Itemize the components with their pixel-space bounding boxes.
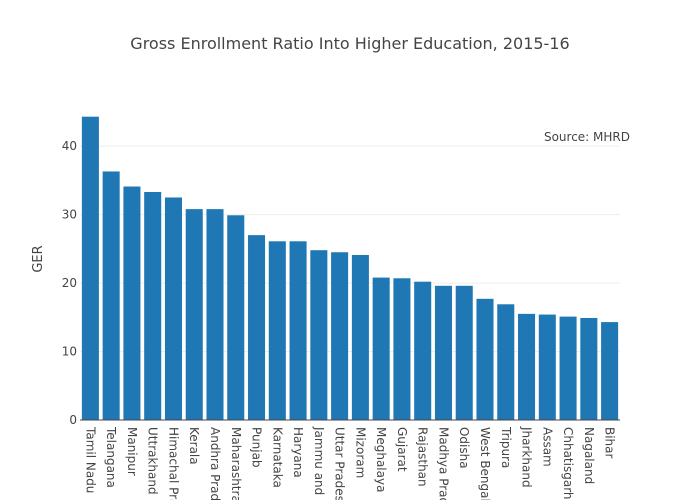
x-tick-label: Punjab [250, 427, 264, 468]
x-tick-label: Mizoram [353, 427, 367, 478]
bar-23[interactable] [559, 316, 577, 420]
bar-19[interactable] [476, 298, 494, 420]
x-tick-label: Kerala [187, 427, 201, 465]
bar-8[interactable] [248, 235, 266, 420]
x-tick-label: Karnataka [270, 427, 284, 488]
x-tick-label: Rajasthan [416, 427, 430, 487]
bar-16[interactable] [414, 281, 432, 420]
bar-10[interactable] [289, 241, 307, 420]
y-tick-label: 40 [62, 139, 77, 153]
bar-4[interactable] [164, 197, 182, 420]
x-tick-label: Madhya Prad [436, 427, 450, 500]
bar-21[interactable] [518, 313, 536, 420]
x-tick-label: Tamil Nadu [83, 426, 97, 493]
x-tick-label: Haryana [291, 427, 305, 478]
bar-1[interactable] [102, 171, 120, 420]
x-tick-label: Bihar [603, 427, 617, 459]
bars [81, 116, 619, 421]
y-tick-label: 20 [62, 276, 77, 290]
bar-24[interactable] [580, 317, 598, 420]
x-tick-label: Telangana [104, 426, 118, 488]
bar-2[interactable] [123, 186, 141, 420]
x-tick-label: Odisha [457, 427, 471, 469]
x-tick-label: Jammu and K [312, 426, 326, 500]
x-tick-label: Himachal Pra [166, 427, 180, 500]
x-tick-label: Uttrakhand [146, 427, 160, 495]
bar-13[interactable] [351, 254, 369, 420]
x-tick-label: Andhra Prade [208, 427, 222, 500]
x-tick-label: Assam [540, 427, 554, 467]
x-tick-label: Meghalaya [374, 427, 388, 492]
source-annotation: Source: MHRD [544, 130, 630, 144]
bar-25[interactable] [601, 322, 619, 420]
y-tick-label: 0 [69, 413, 77, 427]
bar-15[interactable] [393, 278, 411, 420]
y-tick-label: 30 [62, 208, 77, 222]
x-tick-label: Tripura [499, 426, 513, 468]
y-axis-ticks: 0 10 20 30 40 [62, 139, 77, 427]
y-axis-label: GER [31, 245, 46, 272]
x-tick-label: Manipur [125, 427, 139, 476]
bar-7[interactable] [227, 215, 245, 420]
bar-5[interactable] [185, 209, 203, 420]
bar-17[interactable] [434, 285, 452, 420]
y-tick-label: 10 [62, 345, 77, 359]
x-tick-label: Chhatisgarh [561, 427, 575, 500]
x-tick-label: Maharashtra [229, 427, 243, 500]
bar-9[interactable] [268, 241, 286, 420]
x-tick-label: Gujarat [395, 427, 409, 472]
bar-3[interactable] [144, 192, 162, 420]
bar-22[interactable] [538, 314, 556, 420]
x-tick-label: Jharkhand [520, 426, 534, 488]
bar-0[interactable] [81, 116, 99, 421]
bar-20[interactable] [497, 304, 515, 420]
x-axis-ticks: Tamil Nadu Telangana Manipur Uttrakhand Hima… [83, 426, 616, 500]
x-tick-label: Uttar Pradesl [333, 427, 347, 500]
x-tick-label: Nagaland [582, 427, 596, 484]
x-tick-label: West Bengal [478, 427, 492, 500]
bar-6[interactable] [206, 209, 224, 420]
bar-14[interactable] [372, 277, 390, 420]
bar-18[interactable] [455, 285, 473, 420]
bar-11[interactable] [310, 250, 328, 420]
chart-title: Gross Enrollment Ratio Into Higher Educa… [130, 34, 569, 53]
bar-12[interactable] [331, 252, 349, 420]
